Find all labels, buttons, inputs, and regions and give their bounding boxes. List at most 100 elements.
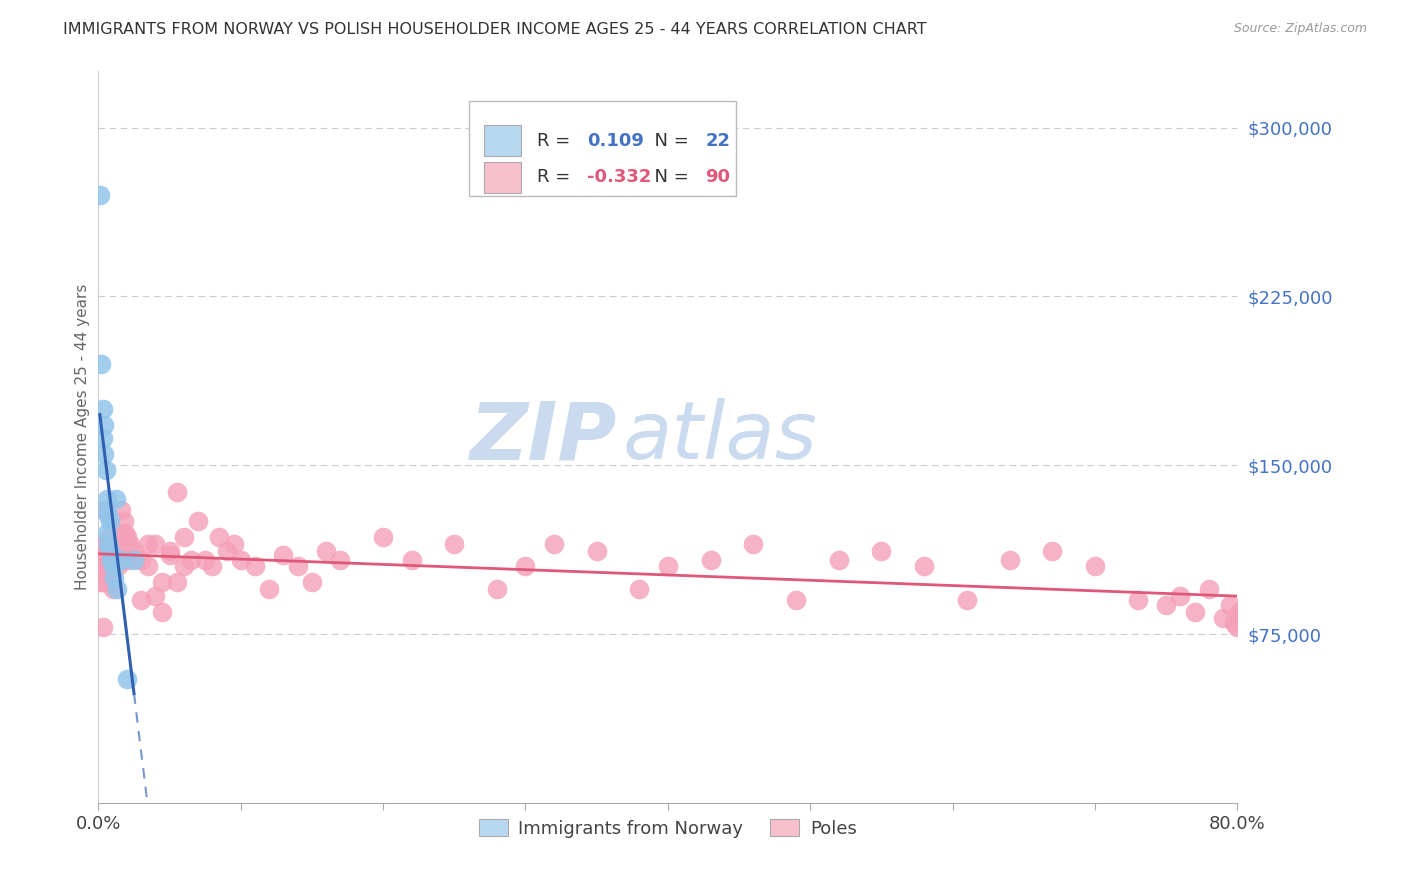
Point — [104, 491, 127, 506]
Point — [912, 559, 935, 574]
Point — [315, 543, 337, 558]
Point — [91, 575, 114, 590]
Point — [173, 559, 195, 574]
Bar — [485, 126, 522, 156]
Point — [486, 582, 509, 596]
Point — [94, 503, 117, 517]
Point — [111, 553, 134, 567]
Point — [301, 575, 323, 590]
Point — [98, 515, 121, 529]
Text: R =: R = — [537, 132, 576, 150]
Point — [118, 537, 141, 551]
Legend: Immigrants from Norway, Poles: Immigrants from Norway, Poles — [471, 812, 865, 845]
Text: ZIP: ZIP — [470, 398, 617, 476]
Point — [96, 525, 118, 540]
Point — [129, 593, 152, 607]
Point — [1040, 543, 1063, 558]
Point — [114, 525, 136, 540]
Point — [98, 559, 121, 574]
Point — [1219, 598, 1241, 612]
Point — [115, 672, 138, 686]
Point — [1212, 611, 1234, 625]
Point — [657, 559, 679, 574]
Point — [104, 553, 127, 567]
Text: R =: R = — [537, 169, 576, 186]
Point — [166, 485, 188, 500]
Point — [828, 553, 851, 567]
Text: IMMIGRANTS FROM NORWAY VS POLISH HOUSEHOLDER INCOME AGES 25 - 44 YEARS CORRELATI: IMMIGRANTS FROM NORWAY VS POLISH HOUSEHO… — [63, 22, 927, 37]
Point — [122, 543, 145, 558]
Point — [152, 605, 174, 619]
Bar — [485, 162, 522, 193]
Point — [90, 559, 112, 574]
Point — [94, 543, 117, 558]
Point — [117, 553, 139, 567]
Text: 22: 22 — [706, 132, 731, 150]
Point — [136, 559, 159, 574]
Point — [1198, 582, 1220, 596]
Point — [97, 566, 120, 581]
Point — [96, 491, 118, 506]
Point — [329, 553, 352, 567]
Point — [96, 543, 118, 558]
Point — [105, 582, 128, 596]
Point — [159, 543, 181, 558]
Point — [107, 559, 129, 574]
Point — [194, 553, 217, 567]
Point — [103, 571, 125, 585]
Point — [91, 620, 114, 634]
Text: N =: N = — [643, 132, 695, 150]
Point — [91, 431, 114, 445]
Point — [1229, 611, 1251, 625]
Point — [110, 503, 132, 517]
Point — [201, 559, 224, 574]
Point — [222, 537, 245, 551]
Y-axis label: Householder Income Ages 25 - 44 years: Householder Income Ages 25 - 44 years — [75, 284, 90, 591]
Point — [108, 530, 131, 544]
Point — [1084, 559, 1107, 574]
Point — [93, 447, 115, 461]
Point — [145, 589, 167, 603]
Point — [259, 582, 281, 596]
Point — [1154, 598, 1177, 612]
FancyBboxPatch shape — [468, 101, 737, 195]
Point — [1126, 593, 1149, 607]
Point — [543, 537, 565, 551]
Point — [97, 508, 120, 522]
Point — [208, 530, 231, 544]
Point — [515, 559, 537, 574]
Point — [100, 559, 122, 574]
Point — [94, 553, 117, 567]
Point — [91, 401, 114, 416]
Point — [98, 530, 121, 544]
Point — [122, 553, 145, 567]
Point — [145, 537, 167, 551]
Point — [229, 553, 252, 567]
Point — [742, 537, 765, 551]
Point — [105, 537, 128, 551]
Point — [998, 553, 1021, 567]
Point — [115, 530, 138, 544]
Point — [215, 543, 238, 558]
Point — [585, 543, 607, 558]
Point — [956, 593, 979, 607]
Text: N =: N = — [643, 169, 695, 186]
Point — [180, 553, 202, 567]
Point — [96, 553, 118, 567]
Point — [287, 559, 309, 574]
Text: Source: ZipAtlas.com: Source: ZipAtlas.com — [1233, 22, 1367, 36]
Point — [90, 357, 112, 371]
Point — [159, 548, 181, 562]
Point — [152, 575, 174, 590]
Point — [93, 503, 115, 517]
Point — [97, 537, 120, 551]
Point — [89, 188, 111, 202]
Point — [699, 553, 721, 567]
Point — [1227, 605, 1250, 619]
Point — [373, 530, 395, 544]
Text: 90: 90 — [706, 169, 731, 186]
Point — [166, 575, 188, 590]
Point — [870, 543, 893, 558]
Point — [94, 463, 117, 477]
Point — [91, 559, 114, 574]
